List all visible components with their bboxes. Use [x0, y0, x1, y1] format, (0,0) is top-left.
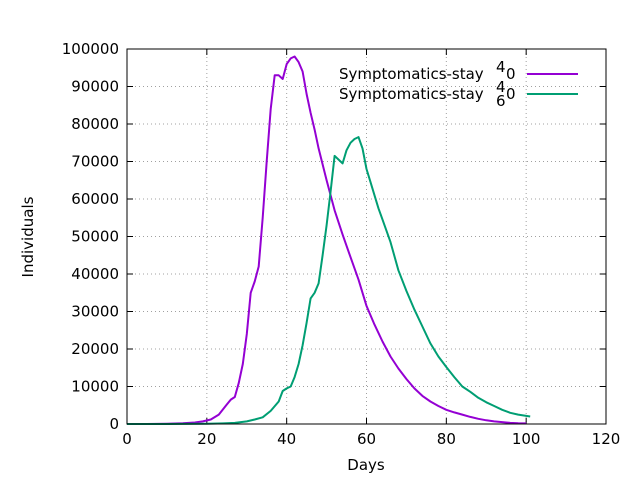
grid: [127, 49, 606, 424]
legend-label-sup-1: 4: [496, 58, 506, 76]
y-tick-label: 10000: [71, 378, 119, 396]
y-tick-label: 50000: [71, 228, 119, 246]
legend-label-2: Symptomatics-stay: [339, 85, 484, 103]
x-axis-label: Days: [347, 456, 385, 474]
x-tick-label: 40: [277, 430, 296, 448]
series-lines: [127, 55, 531, 425]
y-tick-label: 70000: [71, 153, 119, 171]
legend-label-sup-2: 6: [496, 92, 506, 110]
series-line-1: [127, 55, 527, 425]
x-tick-label: 80: [437, 430, 456, 448]
y-tick-label: 60000: [71, 190, 119, 208]
plot-frame: [126, 48, 607, 425]
y-tick-label: 90000: [71, 78, 119, 96]
tick-labels: 0 20 40 60 80 100 1200100002000030000400005000…: [62, 40, 621, 448]
x-tick-label: 0: [122, 430, 132, 448]
x-tick-label: 60: [357, 430, 376, 448]
y-tick-label: 30000: [71, 303, 119, 321]
y-tick-label: 40000: [71, 265, 119, 283]
legend-label-sup-2b: 4: [496, 78, 506, 96]
legend-label-tail-1: 0: [506, 65, 516, 83]
x-tick-label: 20: [197, 430, 216, 448]
legend-label-tail-2: 0: [506, 85, 516, 103]
y-tick-label: 80000: [71, 115, 119, 133]
legend: Symptomatics-stay 4 0 Symptomatics-stay 6 04: [339, 58, 578, 110]
legend-label-1: Symptomatics-stay: [339, 65, 484, 83]
y-axis-label: Individuals: [19, 196, 37, 277]
x-tick-label: 100: [512, 430, 541, 448]
x-tick-label: 120: [592, 430, 621, 448]
series-line-2: [127, 136, 531, 425]
y-tick-label: 0: [109, 415, 119, 433]
y-tick-label: 20000: [71, 340, 119, 358]
y-tick-label: 100000: [62, 40, 119, 58]
